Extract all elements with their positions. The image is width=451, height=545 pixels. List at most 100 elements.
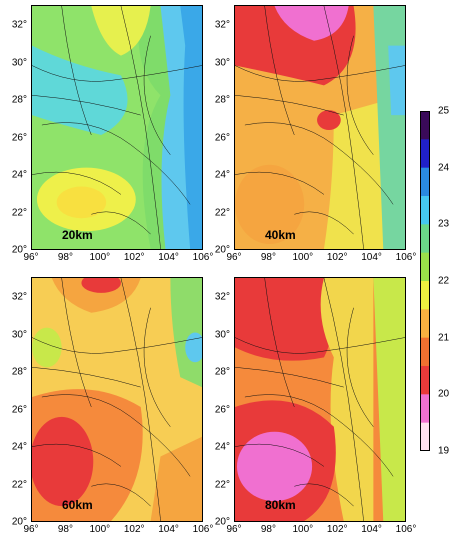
colorbar-tick-label: 20 [438, 388, 450, 400]
x-tick-label: 98° [260, 524, 276, 535]
colorbar-segment [420, 111, 430, 140]
x-tick-label: 106° [192, 252, 214, 263]
colorbar-tick-label: 23 [438, 218, 450, 230]
x-tick-label: 106° [395, 252, 417, 263]
y-tick-label: 28° [214, 94, 230, 106]
colorbar-segment [420, 337, 430, 367]
depth-label: 20km [62, 228, 93, 242]
cyan-zone-east [388, 45, 405, 116]
yellow-core [56, 186, 107, 219]
y-tick-label: 32° [11, 291, 27, 303]
x-tick-label: 104° [361, 252, 382, 263]
colorbar-segment [420, 281, 430, 310]
red-zone-south [32, 416, 94, 507]
x-tick-label: 100° [89, 524, 111, 535]
colorbar-segment [420, 309, 430, 339]
x-tick-label: 102° [123, 524, 145, 535]
y-tick-label: 26° [214, 404, 230, 415]
y-tick-label: 20° [214, 244, 230, 256]
y-tick-label: 22° [11, 479, 27, 490]
velocity-map-60km [32, 278, 202, 521]
y-tick-label: 24° [11, 169, 27, 181]
x-tick-label: 102° [123, 252, 145, 263]
yellow-zone-north [91, 6, 151, 56]
colorbar-segment [420, 394, 430, 424]
x-tick-label: 96° [226, 252, 242, 263]
x-tick-label: 98° [260, 252, 276, 263]
y-tick-label: 26° [214, 132, 230, 143]
depth-label: 40km [265, 228, 296, 242]
y-tick-label: 24° [214, 441, 230, 453]
fault-lines [32, 278, 202, 521]
red-zone-north [81, 278, 121, 293]
orange-zone-east [150, 436, 202, 521]
y-tick-label: 22° [214, 479, 230, 490]
y-tick-label: 32° [11, 19, 27, 31]
colorbar-segment [420, 224, 430, 254]
y-tick-label: 20° [11, 516, 27, 528]
y-tick-label: 22° [11, 207, 27, 218]
y-tick-label: 24° [11, 441, 27, 453]
x-tick-label: 98° [57, 252, 73, 263]
velocity-map-20km [32, 6, 202, 249]
pink-zone-south [236, 431, 313, 502]
colorbar-segment [420, 139, 430, 169]
depth-label: 60km [62, 498, 93, 512]
x-tick-label: 104° [158, 252, 179, 263]
colorbar-segment [420, 366, 430, 395]
y-tick-label: 20° [214, 516, 230, 528]
fault-lines [235, 278, 405, 521]
fault-lines [235, 6, 405, 249]
x-tick-label: 106° [192, 524, 214, 535]
x-tick-label: 102° [326, 524, 348, 535]
x-tick-label: 100° [292, 252, 314, 263]
colorbar-tick-label: 19 [438, 445, 450, 457]
panel-20km: 20km [31, 5, 203, 250]
y-tick-label: 26° [11, 132, 27, 143]
y-tick-label: 30° [214, 329, 230, 340]
y-tick-label: 20° [11, 244, 27, 256]
colorbar-segment [420, 167, 430, 197]
x-tick-label: 104° [361, 524, 382, 535]
x-tick-label: 100° [292, 524, 314, 535]
colorbar-gradient [420, 111, 430, 452]
x-tick-label: 96° [23, 524, 39, 535]
y-tick-label: 30° [11, 57, 27, 68]
panel-80km: 80km [234, 277, 406, 522]
velocity-map-80km [235, 278, 405, 521]
panel-40km: 40km [234, 5, 406, 250]
fault-lines [32, 6, 202, 249]
x-tick-label: 102° [326, 252, 348, 263]
y-tick-label: 32° [214, 19, 230, 31]
y-tick-label: 28° [214, 366, 230, 378]
y-tick-label: 22° [214, 207, 230, 218]
depth-label: 80km [265, 498, 296, 512]
panel-60km: 60km [31, 277, 203, 522]
colorbar [420, 111, 430, 452]
x-tick-label: 98° [57, 524, 73, 535]
colorbar-tick-label: 22 [438, 275, 450, 287]
y-tick-label: 30° [214, 57, 230, 68]
colorbar-segment [420, 196, 430, 225]
colorbar-tick-label: 21 [438, 332, 450, 344]
x-tick-label: 96° [23, 252, 39, 263]
cyan-zone-west [32, 45, 128, 135]
y-tick-label: 24° [214, 169, 230, 181]
y-tick-label: 32° [214, 291, 230, 303]
y-tick-label: 28° [11, 94, 27, 106]
y-tick-label: 26° [11, 404, 27, 415]
orange-zone-south [235, 164, 305, 245]
red-core [317, 110, 341, 130]
x-tick-label: 100° [89, 252, 111, 263]
colorbar-frame [420, 111, 430, 451]
y-tick-label: 28° [11, 366, 27, 378]
colorbar-segment [420, 252, 430, 282]
x-tick-label: 106° [395, 524, 417, 535]
red-zone-north [235, 278, 334, 361]
y-tick-label: 30° [11, 329, 27, 340]
x-tick-label: 104° [158, 524, 179, 535]
colorbar-tick-label: 25 [438, 105, 450, 117]
green-zone-west [32, 327, 62, 368]
x-tick-label: 96° [226, 524, 242, 535]
velocity-map-40km [235, 6, 405, 249]
